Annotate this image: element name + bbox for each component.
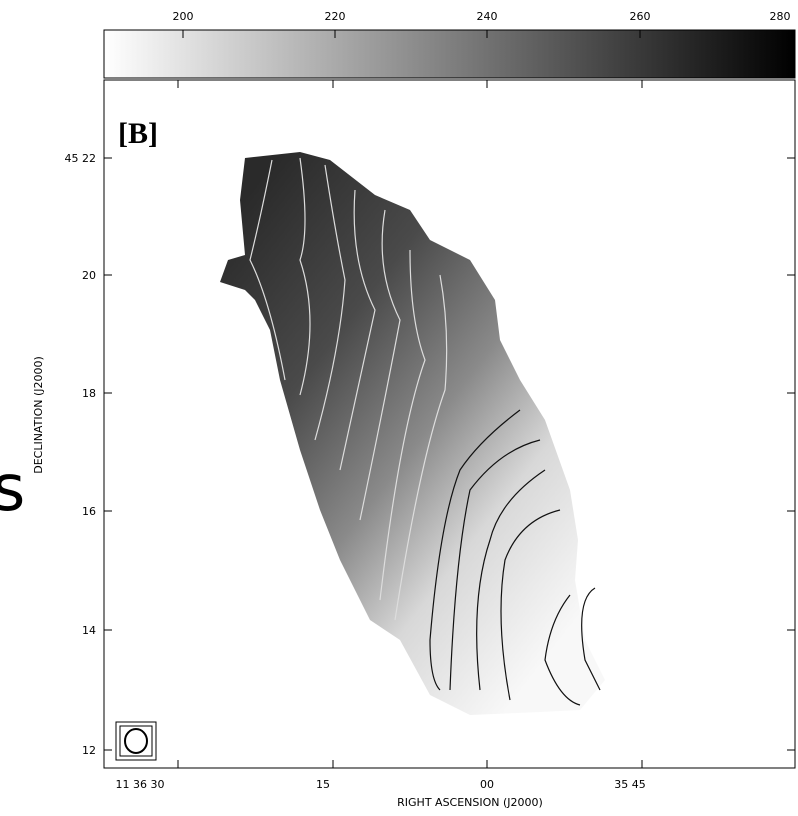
colorbar-tick-label: 280 (770, 10, 791, 23)
contours-light (249, 157, 448, 621)
colorbar-tick-label: 200 (173, 10, 194, 23)
contours-dark (429, 409, 601, 706)
y-ticks (104, 157, 795, 751)
beam-box-inner (119, 725, 153, 757)
y-tick-label: 12 (82, 744, 96, 757)
y-tick-label: 20 (82, 269, 96, 282)
colorbar-tick-label: 220 (325, 10, 346, 23)
velocity-field (220, 152, 605, 715)
side-text: s (0, 452, 25, 526)
x-ticks (177, 80, 643, 768)
colorbar-ticks (182, 30, 793, 38)
y-tick-label: 18 (82, 387, 96, 400)
beam (124, 728, 148, 754)
x-tick-label: 11 36 30 (116, 778, 165, 791)
x-axis-label: RIGHT ASCENSION (J2000) (397, 796, 543, 809)
y-axis-label: DECLINATION (J2000) (32, 356, 45, 474)
y-tick-label: 14 (82, 624, 96, 637)
x-tick-label: 35 45 (614, 778, 646, 791)
beam-box (115, 721, 157, 761)
colorbar-tick-label: 260 (630, 10, 651, 23)
x-tick-label: 15 (316, 778, 330, 791)
colorbar (103, 29, 796, 79)
y-tick-label: 45 22 (65, 152, 97, 165)
colorbar-tick-label: 240 (477, 10, 498, 23)
panel-label: [B] (118, 117, 158, 150)
y-tick-label: 16 (82, 505, 96, 518)
x-tick-label: 00 (480, 778, 494, 791)
